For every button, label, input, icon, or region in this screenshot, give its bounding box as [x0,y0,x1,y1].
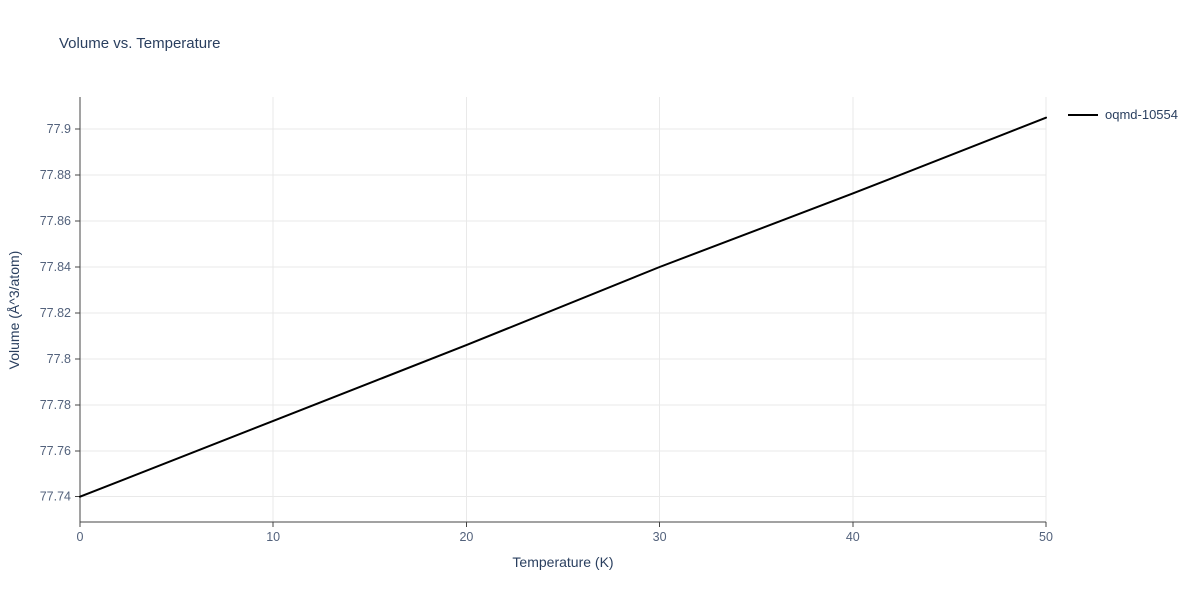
x-tick-label: 50 [1039,530,1053,544]
series-line-oqmd-10554 [79,116,1047,498]
y-tick-label: 77.78 [40,398,71,412]
y-tick-label: 77.82 [40,306,71,320]
y-tick-label: 77.76 [40,444,71,458]
legend-line-sample [1068,113,1098,116]
y-tick-label: 77.86 [40,214,71,228]
x-tick-label: 20 [459,530,473,544]
y-tick-label: 77.74 [40,490,71,504]
y-axis-label: Volume (Å^3/atom) [6,250,22,370]
y-tick-label: 77.9 [47,122,71,136]
y-tick-label: 77.84 [40,260,71,274]
x-axis-label: Temperature (K) [512,554,614,570]
chart-title: Volume vs. Temperature [59,35,221,52]
y-tick-label: 77.8 [47,352,71,366]
y-tick-label: 77.88 [40,168,71,182]
x-tick-label: 30 [653,530,667,544]
x-tick-label: 40 [846,530,860,544]
x-tick-label: 0 [77,530,84,544]
legend-label: oqmd-10554 [1105,107,1178,122]
x-tick-label: 10 [266,530,280,544]
legend: oqmd-10554 [1068,107,1178,122]
